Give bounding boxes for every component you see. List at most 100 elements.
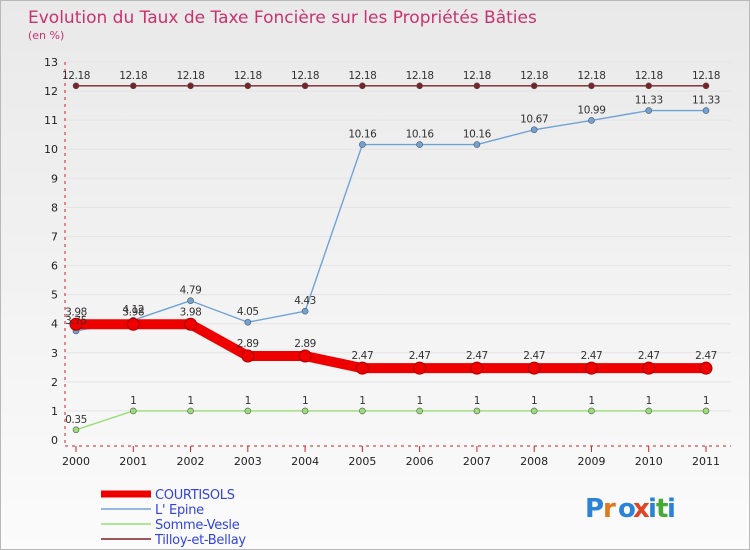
y-tick-label: 11 xyxy=(44,114,58,127)
data-point xyxy=(359,82,366,90)
data-label: 10.16 xyxy=(348,129,377,141)
data-label: 12.18 xyxy=(119,70,147,82)
data-point xyxy=(355,361,369,375)
y-tick-label: 13 xyxy=(44,56,58,69)
data-point xyxy=(69,317,83,331)
data-point xyxy=(244,318,252,326)
data-label: 10.67 xyxy=(520,114,548,126)
data-label: 12.18 xyxy=(406,70,434,82)
data-point xyxy=(584,361,598,375)
data-point xyxy=(184,317,198,331)
series-line-COURTISOLS xyxy=(76,319,706,374)
y-tick-label: 3 xyxy=(51,347,58,360)
data-point xyxy=(129,82,137,90)
data-label: 2.89 xyxy=(294,338,316,350)
x-tick-label: 2002 xyxy=(177,455,205,468)
data-point xyxy=(359,141,366,148)
logo-letter: i xyxy=(667,494,676,524)
data-label: 12.18 xyxy=(520,70,548,82)
data-point xyxy=(699,361,713,375)
data-label: 12.18 xyxy=(291,70,319,82)
y-tick-label: 4 xyxy=(51,318,58,331)
x-tick-label: 2009 xyxy=(577,455,605,468)
logo-letter: t xyxy=(656,494,668,524)
data-point xyxy=(645,82,653,90)
data-label: 1 xyxy=(703,395,709,407)
data-point xyxy=(588,82,595,90)
data-point xyxy=(72,426,80,434)
x-tick-label: 2006 xyxy=(406,455,434,468)
data-point xyxy=(470,361,484,375)
data-label: 4.79 xyxy=(180,285,202,297)
logo-letter: i xyxy=(648,494,657,524)
data-label: 12.18 xyxy=(177,70,205,82)
y-tick-label: 2 xyxy=(51,376,58,389)
data-label: 11.33 xyxy=(635,95,663,107)
data-label: 1 xyxy=(588,395,594,407)
data-label: 12.18 xyxy=(692,70,720,82)
data-point xyxy=(244,82,252,90)
x-tick-label: 2005 xyxy=(348,455,376,468)
data-label: 2.47 xyxy=(466,350,488,362)
data-label: 4.43 xyxy=(294,295,316,307)
data-label: 1 xyxy=(646,395,652,407)
proxiti-logo: Pr oxi ti xyxy=(585,494,676,524)
data-label: 2.47 xyxy=(581,350,603,362)
legend-label: L' Epine xyxy=(155,503,204,518)
data-point xyxy=(72,82,80,90)
data-point xyxy=(413,361,427,375)
data-label: 12.18 xyxy=(348,70,376,82)
data-point xyxy=(530,82,538,90)
data-label: 2.47 xyxy=(695,350,717,362)
data-label: 1 xyxy=(302,395,308,407)
data-point xyxy=(129,407,137,415)
logo-letter: x xyxy=(633,494,650,524)
data-label: 11.33 xyxy=(692,95,720,107)
legend-label: Somme-Vesle xyxy=(155,518,240,533)
data-point xyxy=(473,82,481,90)
legend-label: Tilloy-et-Bellay xyxy=(154,533,246,548)
data-point xyxy=(187,407,194,415)
data-point xyxy=(702,82,710,90)
data-label: 2.89 xyxy=(237,338,259,350)
y-tick-label: 7 xyxy=(51,230,58,243)
data-label: 12.18 xyxy=(234,70,262,82)
x-tick-label: 2001 xyxy=(119,455,147,468)
y-tick-label: 6 xyxy=(51,260,58,273)
data-label: 12.18 xyxy=(463,70,491,82)
y-tick-label: 10 xyxy=(44,143,58,156)
x-tick-label: 2004 xyxy=(291,455,319,468)
logo-letter: r xyxy=(603,494,616,524)
data-point xyxy=(588,117,595,124)
data-label: 1 xyxy=(531,395,537,407)
data-point xyxy=(301,407,309,415)
data-label: 1 xyxy=(187,395,193,407)
x-tick-label: 2011 xyxy=(692,455,720,468)
data-point xyxy=(298,349,312,363)
y-tick-label: 5 xyxy=(51,289,58,302)
data-label: 2.47 xyxy=(351,350,373,362)
y-tick-label: 0 xyxy=(51,434,58,447)
logo-letter: P xyxy=(585,494,604,524)
data-label: 1 xyxy=(474,395,480,407)
legend-label: COURTISOLS xyxy=(155,488,235,503)
chart-subtitle: (en %) xyxy=(28,29,64,42)
data-point xyxy=(642,361,656,375)
data-point xyxy=(645,407,653,415)
data-point xyxy=(187,297,194,305)
data-label: 3.98 xyxy=(180,306,202,318)
data-label: 1 xyxy=(359,395,365,407)
data-label: 2.47 xyxy=(638,350,660,362)
y-tick-label: 12 xyxy=(44,85,58,98)
data-label: 3.98 xyxy=(122,306,144,318)
data-label: 3.75 xyxy=(65,315,87,327)
y-tick-label: 8 xyxy=(51,201,58,214)
x-tick-label: 2007 xyxy=(463,455,491,468)
data-point xyxy=(301,307,309,315)
y-tick-label: 9 xyxy=(51,172,58,185)
data-point xyxy=(416,141,423,148)
chart-title: Evolution du Taux de Taxe Foncière sur l… xyxy=(28,8,537,28)
